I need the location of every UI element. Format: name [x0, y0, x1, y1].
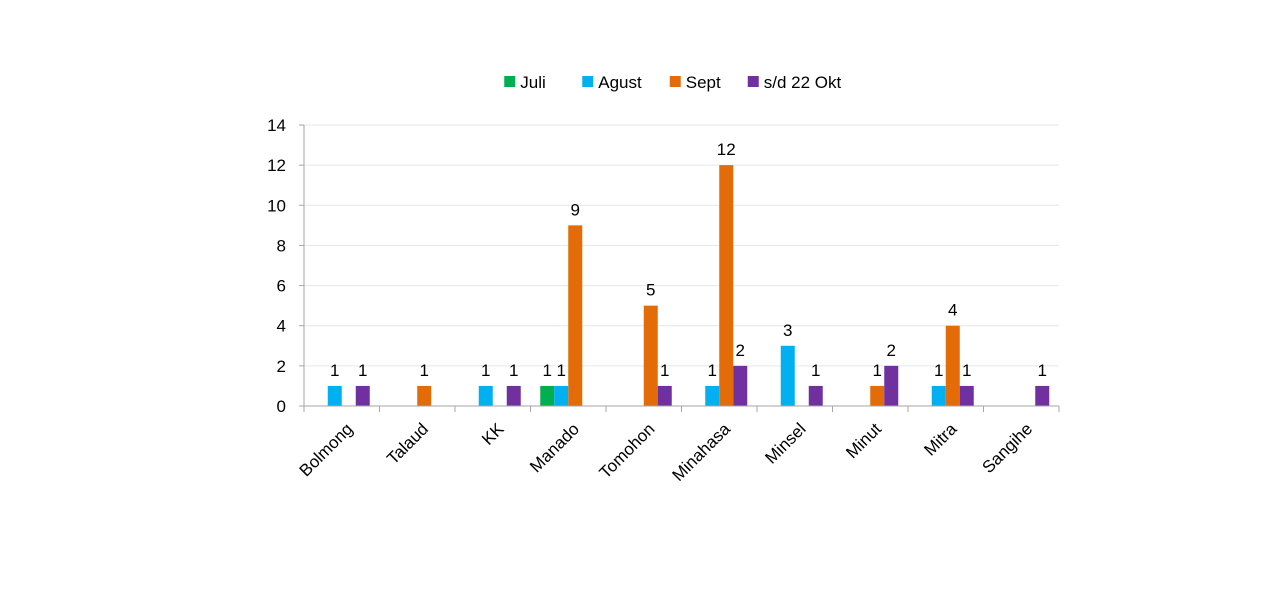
y-tick-label: 2 — [277, 357, 286, 376]
bar-agust-manado — [554, 385, 569, 406]
legend-label: Juli — [520, 73, 546, 92]
bar-s-d-22-okt-minut — [884, 365, 899, 406]
category-label: KK — [478, 419, 508, 449]
bar-sept-minahasa — [719, 165, 734, 406]
data-label: 1 — [509, 361, 518, 380]
bar-sept-minut — [870, 385, 885, 406]
bar-agust-mitra — [931, 385, 946, 406]
data-label: 2 — [887, 341, 896, 360]
category-label: Manado — [526, 419, 583, 476]
bar-s-d-22-okt-mitra — [959, 385, 974, 406]
data-label: 3 — [783, 321, 792, 340]
bar-sept-tomohon — [643, 305, 658, 406]
bar-juli-manado — [540, 385, 555, 406]
data-label: 1 — [873, 361, 882, 380]
y-tick-label: 8 — [277, 236, 286, 255]
data-label: 1 — [1038, 361, 1047, 380]
bar-s-d-22-okt-sangihe — [1035, 385, 1050, 406]
legend-swatch — [669, 76, 681, 87]
bar-sept-manado — [568, 225, 583, 406]
data-label: 1 — [708, 361, 717, 380]
data-label: 1 — [420, 361, 429, 380]
bar-agust-minahasa — [705, 385, 720, 406]
y-axis-tick-labels: 0 2 4 6 8 10 12 14 — [267, 116, 286, 416]
bar-sept-mitra — [945, 325, 960, 406]
category-label: Bolmong — [296, 419, 357, 480]
category-label: Minahasa — [669, 419, 735, 485]
y-tick-label: 10 — [267, 196, 286, 215]
legend-swatch — [504, 76, 516, 87]
data-label: 9 — [571, 200, 580, 219]
gridlines — [304, 124, 1059, 367]
data-label: 1 — [330, 361, 339, 380]
y-tick-label: 0 — [277, 397, 286, 416]
data-label: 1 — [358, 361, 367, 380]
bar-agust-bolmong — [327, 385, 342, 406]
category-label: Mitra — [920, 419, 961, 460]
category-label: Tomohon — [596, 419, 659, 482]
y-tick-label: 12 — [267, 156, 286, 175]
legend-swatch — [582, 76, 594, 87]
y-tick-label: 4 — [277, 317, 286, 336]
data-label: 1 — [543, 361, 552, 380]
bar-s-d-22-okt-kk — [506, 385, 521, 406]
legend-label: Sept — [686, 73, 721, 92]
bars — [327, 165, 1050, 406]
data-label: 1 — [962, 361, 971, 380]
y-tick-label: 14 — [267, 116, 286, 135]
data-label: 1 — [557, 361, 566, 380]
bar-s-d-22-okt-minsel — [808, 385, 823, 406]
x-axis-category-labels: Bolmong Talaud KK Manado Tomohon Minahasa Mins… — [296, 419, 1036, 485]
data-label: 2 — [736, 341, 745, 360]
data-label: 5 — [646, 281, 655, 300]
bar-sept-talaud — [417, 385, 432, 406]
legend-label: Agust — [598, 73, 642, 92]
category-label: Sangihe — [979, 419, 1037, 477]
y-tick-label: 6 — [277, 277, 286, 296]
legend-label: s/d 22 Okt — [764, 73, 842, 92]
bar-agust-minsel — [780, 345, 795, 406]
bar-s-d-22-okt-minahasa — [733, 365, 748, 406]
legend: Juli Agust Sept s/d 22 Okt — [504, 73, 842, 92]
category-label: Minut — [842, 419, 885, 462]
legend-swatch — [747, 76, 759, 87]
data-label: 1 — [481, 361, 490, 380]
bar-s-d-22-okt-tomohon — [657, 385, 672, 406]
data-label: 1 — [934, 361, 943, 380]
data-label: 12 — [717, 140, 736, 159]
bar-agust-kk — [478, 385, 493, 406]
data-label: 1 — [811, 361, 820, 380]
data-label: 1 — [660, 361, 669, 380]
category-label: Minsel — [761, 419, 809, 467]
bar-s-d-22-okt-bolmong — [355, 385, 370, 406]
axes — [299, 124, 1060, 412]
category-label: Talaud — [383, 419, 432, 468]
data-label: 4 — [948, 301, 957, 320]
